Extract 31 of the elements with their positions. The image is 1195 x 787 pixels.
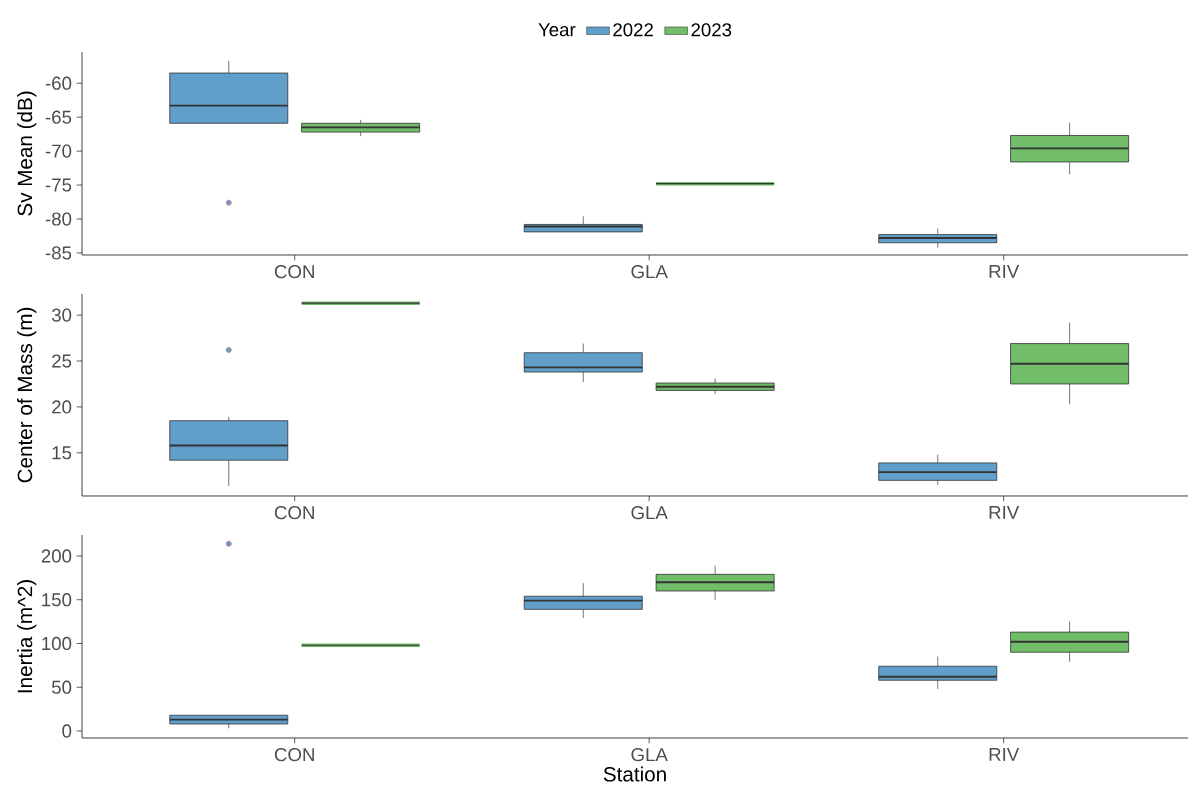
y-tick-label: 30 [51,308,72,322]
y-tick-label: 50 [51,680,72,694]
legend-label: 2023 [691,23,732,37]
x-tick-label: RIV [989,748,1020,761]
x-axis-title: Station [603,766,666,782]
x-tick-label: CON [274,265,314,279]
x-tick-label: CON [274,506,314,520]
x-tick-label: GLA [631,265,668,279]
y-tick-label: 0 [62,724,72,738]
legend-label: 2022 [613,23,653,37]
y-tick-label: -80 [45,212,72,226]
legend-title: Year [538,23,576,37]
y-tick-label: -85 [45,246,72,260]
y-axis-title: Inertia (m^2) [17,580,37,693]
y-tick-label: -65 [45,110,72,124]
x-tick-label: GLA [631,748,668,762]
y-tick-label: 25 [52,354,72,368]
y-tick-label: -60 [45,76,72,90]
y-tick-label: 15 [52,446,72,460]
x-tick-label: GLA [631,506,668,520]
y-axis-title: Sv Mean (dB) [17,91,37,216]
x-tick-label: RIV [989,506,1020,519]
x-tick-label: RIV [989,265,1020,278]
y-axis-title: Center of Mass (m) [17,307,37,483]
y-tick-label: -75 [45,178,72,192]
y-tick-label: 150 [42,593,72,607]
y-tick-label: 200 [41,549,72,563]
y-tick-label: -70 [45,144,72,158]
y-tick-label: 20 [52,400,72,414]
y-tick-label: 100 [42,636,72,651]
x-tick-label: CON [274,748,314,762]
